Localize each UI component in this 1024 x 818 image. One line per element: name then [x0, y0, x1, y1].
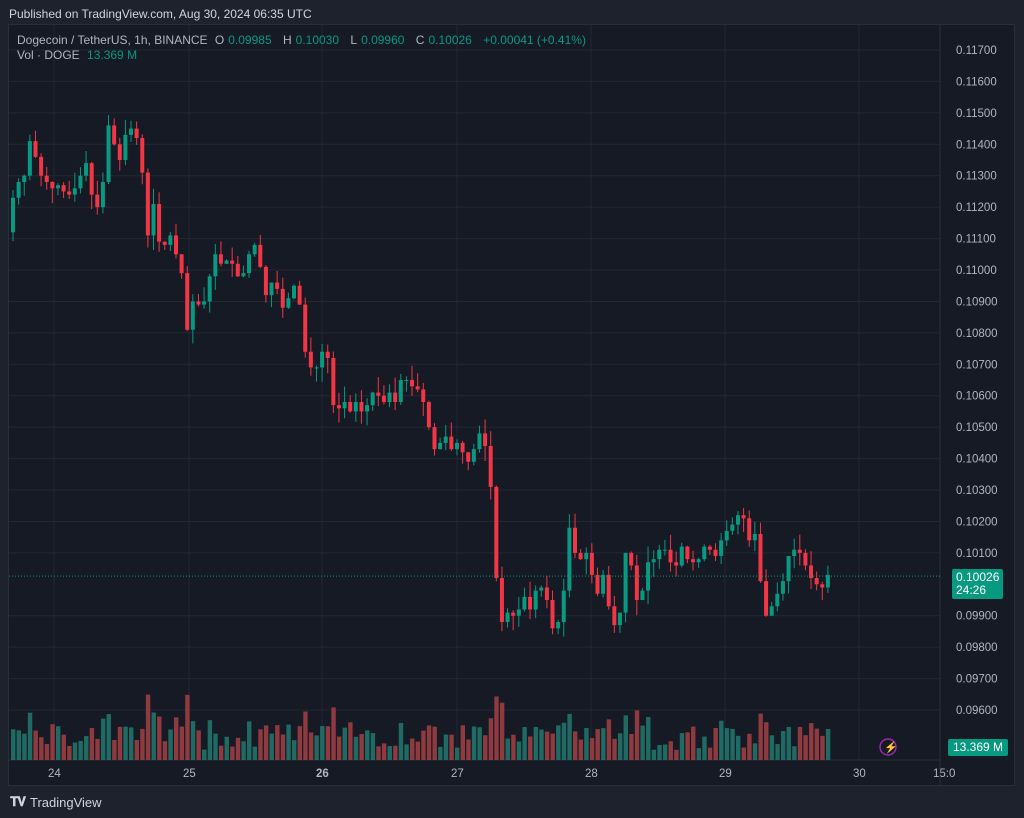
price-axis-label: 0.11100: [956, 234, 996, 246]
price-axis-label: 0.10600: [956, 391, 998, 403]
low-value: 0.09960: [361, 33, 405, 47]
price-axis-label: 0.09600: [956, 705, 998, 717]
time-axis-label: 29: [719, 768, 732, 780]
price-axis-label: 0.09900: [956, 611, 998, 623]
price-axis-label: 0.09700: [956, 674, 998, 686]
brand-name: TradingView: [30, 794, 102, 810]
price-axis-label: 0.11700: [956, 45, 997, 57]
price-axis-label: 0.10200: [956, 516, 998, 528]
price-axis-label: 0.09800: [956, 642, 998, 654]
svg-text:⚡: ⚡: [884, 741, 898, 754]
open-value: 0.09985: [228, 33, 272, 47]
price-axis-label: 0.10500: [956, 422, 998, 434]
chart-frame[interactable]: [8, 24, 1015, 786]
volume-value: 13.369 M: [87, 48, 138, 62]
price-axis-label: 0.10300: [956, 485, 998, 497]
price-axis-label: 0.11000: [956, 265, 997, 277]
price-axis-label: 0.11200: [956, 202, 997, 214]
lightning-icon[interactable]: [879, 738, 897, 756]
price-axis-label: 0.10800: [956, 328, 998, 340]
price-axis-label: 0.10100: [956, 548, 998, 560]
time-axis-label: 24: [48, 768, 61, 780]
price-axis-label: 0.11500: [956, 108, 997, 120]
time-axis-label: 25: [183, 768, 196, 780]
price-axis-label: 0.10400: [956, 454, 998, 466]
close-value: 0.10026: [428, 33, 472, 47]
bar-countdown: 24:26: [956, 583, 987, 597]
price-axis-label: 0.10900: [956, 296, 998, 308]
last-price-tag: 0.10026 24:26: [952, 569, 1004, 599]
tradingview-footer[interactable]: 𝐓𝐕 TradingView: [10, 794, 102, 810]
change-value: +0.00041 (+0.41%): [483, 33, 586, 47]
time-axis-label: 15:0: [933, 768, 955, 780]
tradingview-logo-icon: 𝐓𝐕: [10, 794, 26, 809]
price-axis-label: 0.10700: [956, 359, 998, 371]
time-axis-label: 27: [451, 768, 464, 780]
price-axis-label: 0.11300: [956, 171, 997, 183]
volume-label: Vol · DOGE: [17, 48, 80, 62]
price-axis-label: 0.11600: [956, 76, 997, 88]
time-axis-label: 26: [316, 768, 329, 780]
high-value: 0.10030: [295, 33, 340, 47]
volume-tag: 13.369 M: [948, 739, 1009, 756]
price-axis-label: 0.11400: [956, 139, 997, 151]
time-axis-label: 30: [853, 768, 866, 780]
symbol-title[interactable]: Dogecoin / TetherUS, 1h, BINANCE: [17, 33, 208, 47]
time-axis-label: 28: [585, 768, 598, 780]
chart-legend: Dogecoin / TetherUS, 1h, BINANCE O 0.0998…: [17, 33, 586, 62]
published-header: Published on TradingView.com, Aug 30, 20…: [9, 7, 312, 21]
